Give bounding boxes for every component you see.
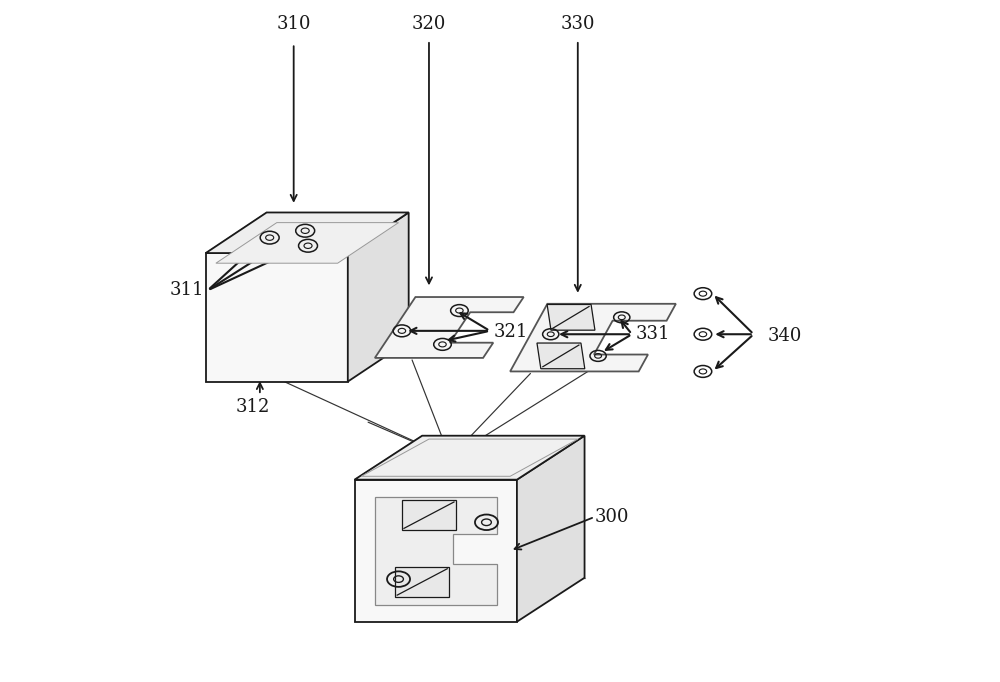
Polygon shape (547, 304, 595, 330)
Polygon shape (361, 439, 578, 476)
Polygon shape (402, 500, 456, 531)
Text: 312: 312 (236, 398, 270, 417)
Text: 330: 330 (561, 15, 595, 33)
Polygon shape (216, 222, 399, 263)
Text: 331: 331 (635, 325, 670, 343)
Polygon shape (517, 436, 585, 622)
Polygon shape (348, 213, 409, 382)
Text: 321: 321 (493, 323, 528, 340)
Text: 310: 310 (276, 15, 311, 33)
Text: 320: 320 (412, 15, 446, 33)
Polygon shape (510, 303, 676, 372)
Polygon shape (355, 436, 585, 479)
Text: 300: 300 (595, 508, 629, 526)
Text: 311: 311 (170, 281, 204, 299)
Polygon shape (206, 213, 409, 253)
Polygon shape (537, 343, 585, 369)
Polygon shape (375, 496, 497, 605)
Polygon shape (355, 479, 517, 622)
Polygon shape (395, 567, 449, 597)
Polygon shape (375, 297, 524, 358)
Text: 340: 340 (767, 327, 802, 344)
Polygon shape (206, 253, 348, 382)
